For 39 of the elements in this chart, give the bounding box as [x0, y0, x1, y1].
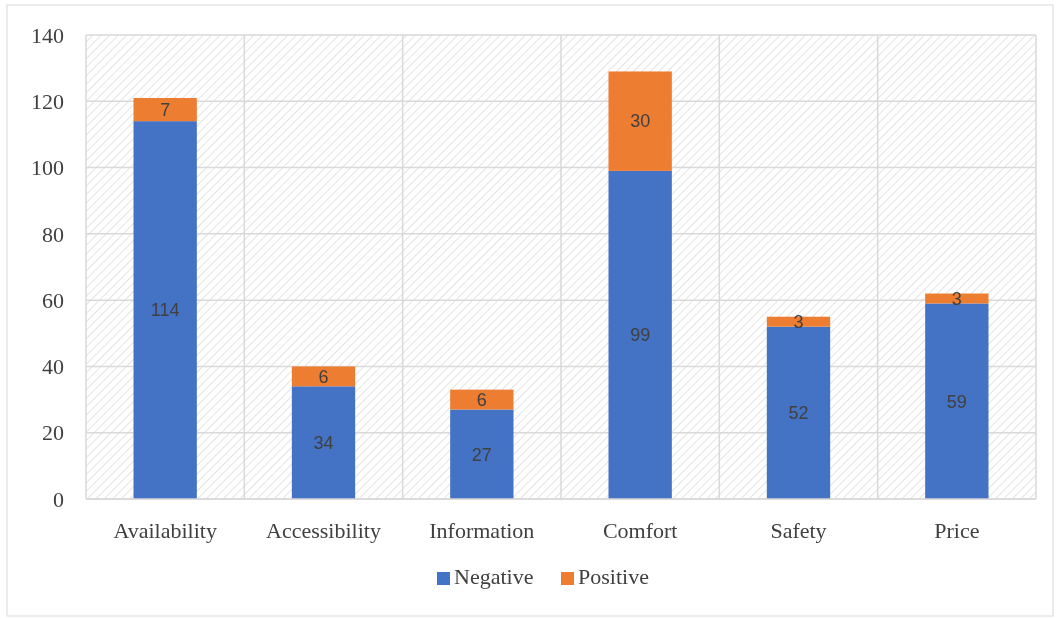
legend-label: Negative [454, 564, 534, 589]
data-label: 59 [946, 391, 967, 412]
bar [925, 303, 989, 499]
y-tick-label: 40 [42, 354, 64, 380]
data-label: 27 [471, 444, 492, 465]
x-tick-label: Price [934, 518, 980, 543]
y-tick-label: 100 [31, 155, 64, 181]
data-label: 3 [793, 311, 804, 332]
bar [766, 326, 831, 499]
y-tick-label: 80 [42, 221, 64, 247]
data-label: 3 [951, 288, 962, 309]
data-label: 52 [788, 403, 809, 424]
bar [291, 366, 356, 387]
x-tick-label: Comfort [602, 518, 678, 543]
data-label: 114 [150, 300, 180, 321]
x-tick-label: Accessibility [266, 518, 381, 543]
x-tick-label: Information [429, 518, 535, 543]
bar [450, 389, 514, 410]
y-tick-label: 0 [53, 486, 64, 512]
data-label: 6 [318, 366, 329, 387]
bar [133, 121, 197, 499]
bar [608, 71, 672, 171]
data-label: 99 [630, 325, 651, 346]
bar [133, 97, 197, 122]
data-label: 30 [630, 111, 651, 132]
y-tick-label: 60 [42, 287, 64, 313]
legend-label: Positive [578, 564, 649, 589]
data-label: 7 [160, 99, 171, 120]
y-tick-label: 20 [42, 420, 64, 446]
bar [608, 170, 672, 499]
y-tick-label: 140 [31, 22, 64, 48]
data-label: 6 [476, 389, 487, 410]
x-tick-label: Availability [113, 518, 217, 543]
x-tick-label: Safety [770, 518, 827, 543]
data-label: 34 [313, 432, 334, 453]
bar [766, 316, 831, 327]
bar [450, 409, 514, 499]
bar [291, 386, 356, 499]
y-tick-label: 120 [31, 88, 64, 114]
